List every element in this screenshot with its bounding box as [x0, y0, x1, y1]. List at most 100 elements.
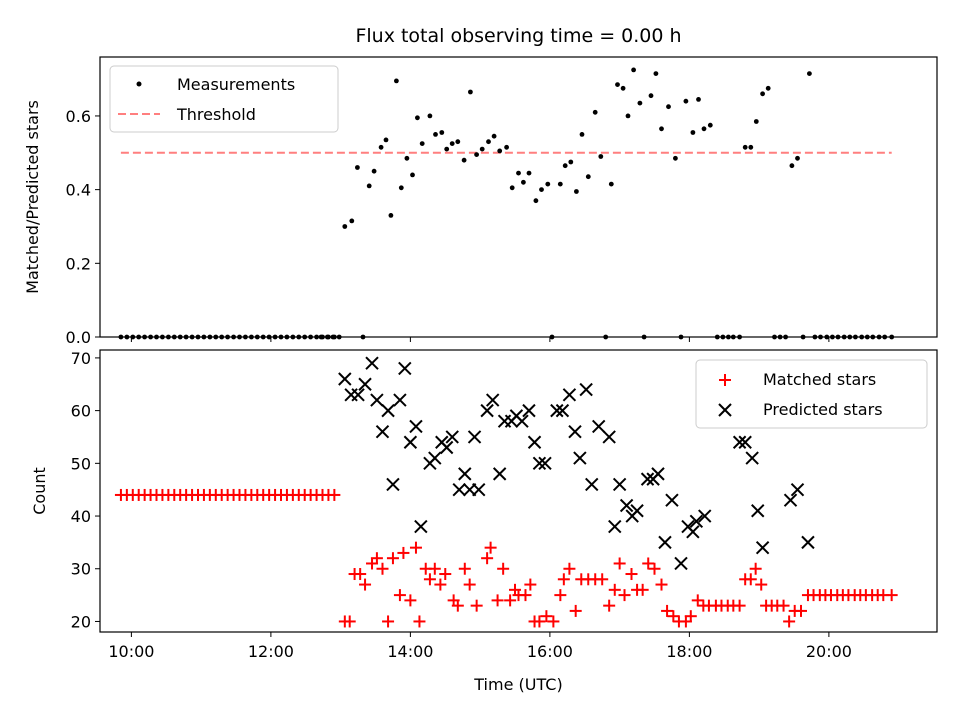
predicted-star-point	[515, 414, 529, 428]
matched-star-point	[359, 578, 372, 591]
measurement-point	[526, 170, 532, 176]
matched-star-point	[439, 568, 452, 581]
count-y-tick-label: 60	[71, 402, 91, 421]
predicted-star-point	[689, 514, 704, 529]
predicted-star-point	[492, 467, 507, 481]
predicted-star-point	[665, 493, 679, 507]
matched-star-point	[328, 488, 341, 501]
predicted-star-point	[790, 482, 805, 497]
measurement-point	[585, 174, 591, 180]
measurement-point	[562, 163, 568, 169]
predicted-star-point	[630, 504, 644, 518]
matched-star-point	[463, 578, 476, 591]
measurement-point	[807, 71, 812, 76]
measurement-point	[497, 148, 503, 154]
matched-star-point	[613, 557, 626, 570]
measurement-point	[631, 67, 636, 73]
measurement-point	[355, 165, 360, 170]
matched-star-point	[343, 615, 356, 628]
matched-star-point	[554, 589, 567, 602]
legend-swatch-measurements	[136, 81, 142, 87]
measurement-point	[748, 144, 754, 150]
predicted-star-point	[381, 403, 395, 418]
matched-star-point	[667, 610, 680, 623]
matched-star-point	[749, 562, 762, 575]
ratio-y-tick-label: 0.4	[66, 181, 91, 200]
predicted-star-point	[370, 393, 384, 407]
matched-star-point	[458, 562, 471, 575]
predicted-star-point	[573, 451, 587, 465]
predicted-star-point	[612, 477, 627, 492]
matched-star-point	[524, 578, 537, 591]
matched-star-point	[376, 562, 389, 575]
predicted-star-point	[485, 393, 500, 407]
measurement-point	[690, 130, 696, 135]
x-tick-label: 18:00	[666, 642, 712, 661]
matched-star-point	[470, 599, 483, 612]
matched-star-point	[413, 615, 426, 628]
measurement-point	[653, 71, 659, 76]
matched-star-point	[423, 573, 436, 586]
measurement-point	[468, 89, 473, 95]
measurement-point	[557, 181, 563, 187]
matched-star-point	[497, 562, 510, 575]
predicted-star-point	[409, 419, 423, 434]
count-legend: Matched stars Predicted stars	[695, 359, 928, 429]
matched-star-point	[484, 541, 497, 554]
measurement-point	[388, 213, 394, 218]
predicted-star-point	[640, 472, 655, 486]
predicted-star-point	[579, 382, 593, 397]
count-y-axis-label: Count	[30, 467, 49, 515]
predicted-star-point	[428, 451, 442, 465]
ratio-legend-frame	[109, 65, 339, 133]
measurement-point	[521, 179, 526, 185]
matched-star-point	[603, 599, 616, 612]
predicted-star-point	[398, 361, 412, 376]
predicted-star-point	[375, 424, 390, 439]
predicted-star-point	[365, 356, 379, 370]
predicted-star-point	[472, 482, 486, 497]
measurement-point	[637, 100, 643, 106]
measurement-point	[439, 130, 445, 135]
legend-swatch-predicted	[718, 403, 732, 417]
ratio-y-ticks: 0.0 0.2 0.4 0.6	[66, 107, 100, 347]
measurement-point	[449, 141, 455, 147]
matched-star-point	[540, 610, 553, 623]
predicted-star-point	[538, 456, 552, 471]
matched-star-point	[481, 552, 494, 565]
measurement-point	[504, 144, 509, 150]
predicted-star-point	[602, 430, 616, 444]
matched-star-point	[655, 578, 668, 591]
predicted-star-point	[338, 372, 352, 386]
matched-star-point	[409, 541, 422, 554]
predicted-star-point	[358, 377, 372, 391]
predicted-star-point	[480, 403, 494, 418]
matched-star-point	[648, 562, 661, 575]
predicted-star-point	[783, 493, 798, 507]
measurement-point	[683, 98, 689, 104]
measurement-point	[516, 170, 521, 176]
measurement-point	[398, 185, 404, 191]
legend-label-predicted: Predicted stars	[763, 400, 883, 419]
matched-star-point	[733, 599, 746, 612]
predicted-star-point	[698, 509, 712, 523]
measurement-point	[491, 133, 497, 139]
matched-star-point	[393, 589, 406, 602]
matched-star-point	[642, 557, 655, 570]
predicted-star-point	[745, 451, 759, 465]
predicted-star-point	[562, 388, 577, 402]
count-panel-frame	[99, 349, 938, 633]
matched-star-point	[386, 552, 399, 565]
matched-star-point	[519, 589, 532, 602]
measurement-point	[707, 122, 713, 128]
ratio-x-ticks	[130, 337, 830, 342]
measurement-point	[574, 189, 579, 194]
count-y-tick-label: 30	[71, 560, 91, 579]
matched-star-point	[783, 615, 796, 628]
predicted-star-point	[439, 440, 454, 455]
matched-star-point	[691, 594, 704, 607]
measurement-point	[760, 91, 765, 97]
measurement-point	[349, 218, 355, 224]
measurement-point	[648, 93, 654, 99]
predicted-star-point	[532, 456, 547, 471]
